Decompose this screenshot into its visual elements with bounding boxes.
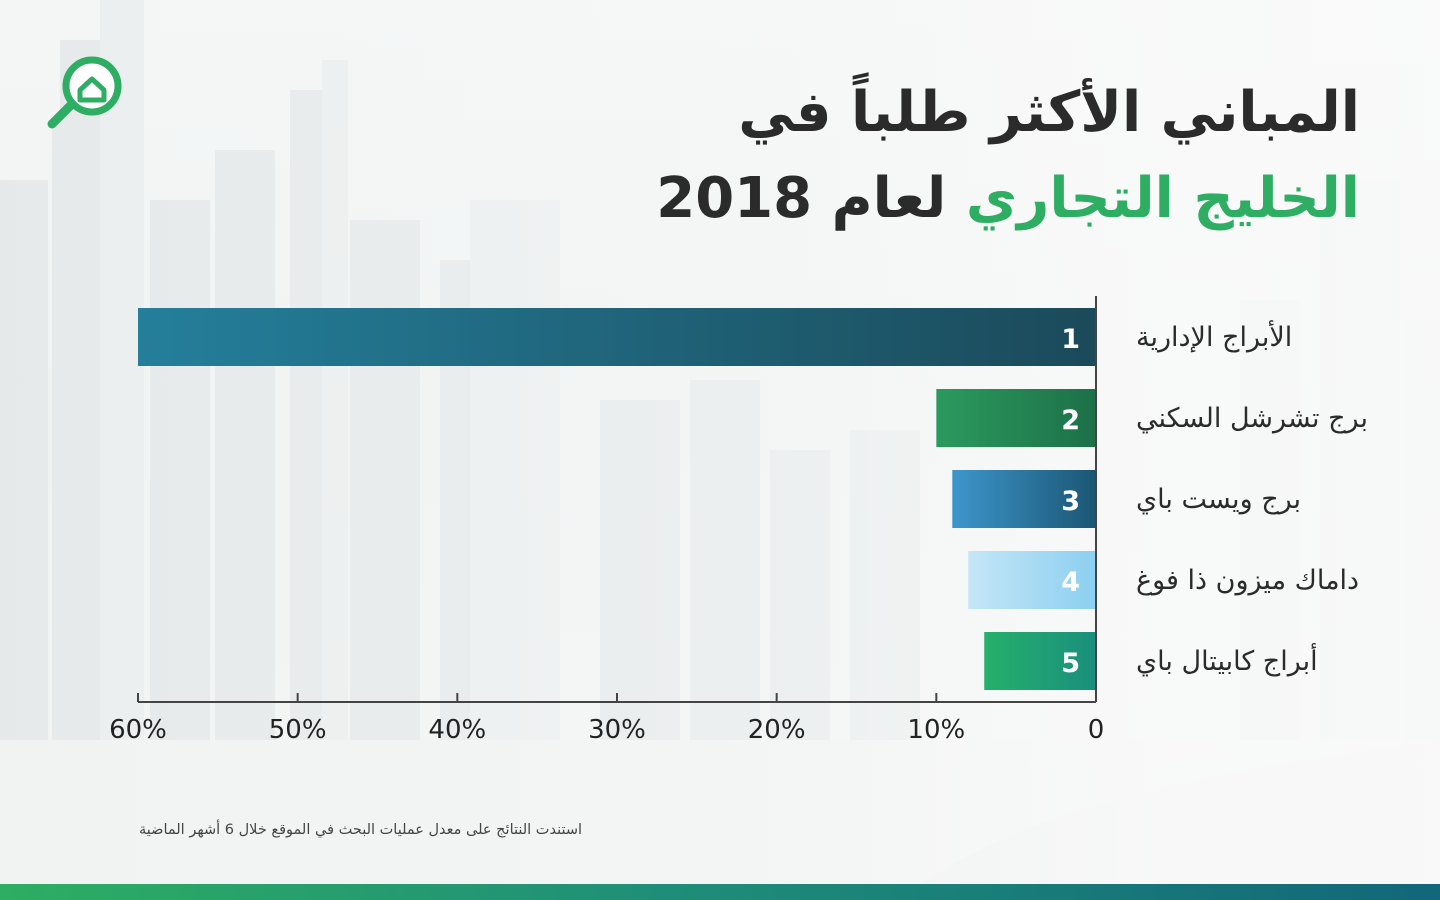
x-tick-label: 10% <box>907 715 965 745</box>
footnote: استندت النتائج على معدل عمليات البحث في … <box>139 822 582 838</box>
x-tick-label: 30% <box>588 715 646 745</box>
category-label: داماك ميزون ذا فوغ <box>1136 565 1359 596</box>
bar-rank-label: 4 <box>1061 567 1080 598</box>
title-line-2: الخليج التجاري لعام 2018 <box>460 156 1360 242</box>
bar-1 <box>138 308 1096 366</box>
category-label: برج ويست باي <box>1136 484 1301 515</box>
x-tick-label: 50% <box>269 715 327 745</box>
bar-rank-label: 5 <box>1061 648 1080 679</box>
title-year: لعام 2018 <box>656 166 947 231</box>
category-label: برج تشرشل السكني <box>1136 403 1368 434</box>
title-line-1: المباني الأكثر طلباً في <box>738 80 1360 145</box>
x-tick-label: 40% <box>428 715 486 745</box>
title-accent: الخليج التجاري <box>965 166 1360 231</box>
bar-4 <box>968 551 1096 609</box>
bar-3 <box>952 470 1096 528</box>
x-tick-label: 20% <box>748 715 806 745</box>
bar-rank-label: 1 <box>1061 324 1080 355</box>
house-magnifier-logo-icon <box>47 56 122 129</box>
x-tick-label: 0 <box>1088 715 1105 745</box>
x-tick-label: 60% <box>109 715 167 745</box>
bar-5 <box>984 632 1096 690</box>
bar-rank-label: 3 <box>1061 486 1080 517</box>
bar-2 <box>936 389 1096 447</box>
category-label: أبراج كابيتال باي <box>1136 642 1318 677</box>
category-label: الأبراج الإدارية <box>1136 319 1292 353</box>
bottom-accent-bar <box>0 884 1440 900</box>
page-title: المباني الأكثر طلباً في الخليج التجاري ل… <box>460 70 1360 242</box>
bar-rank-label: 2 <box>1061 405 1080 436</box>
